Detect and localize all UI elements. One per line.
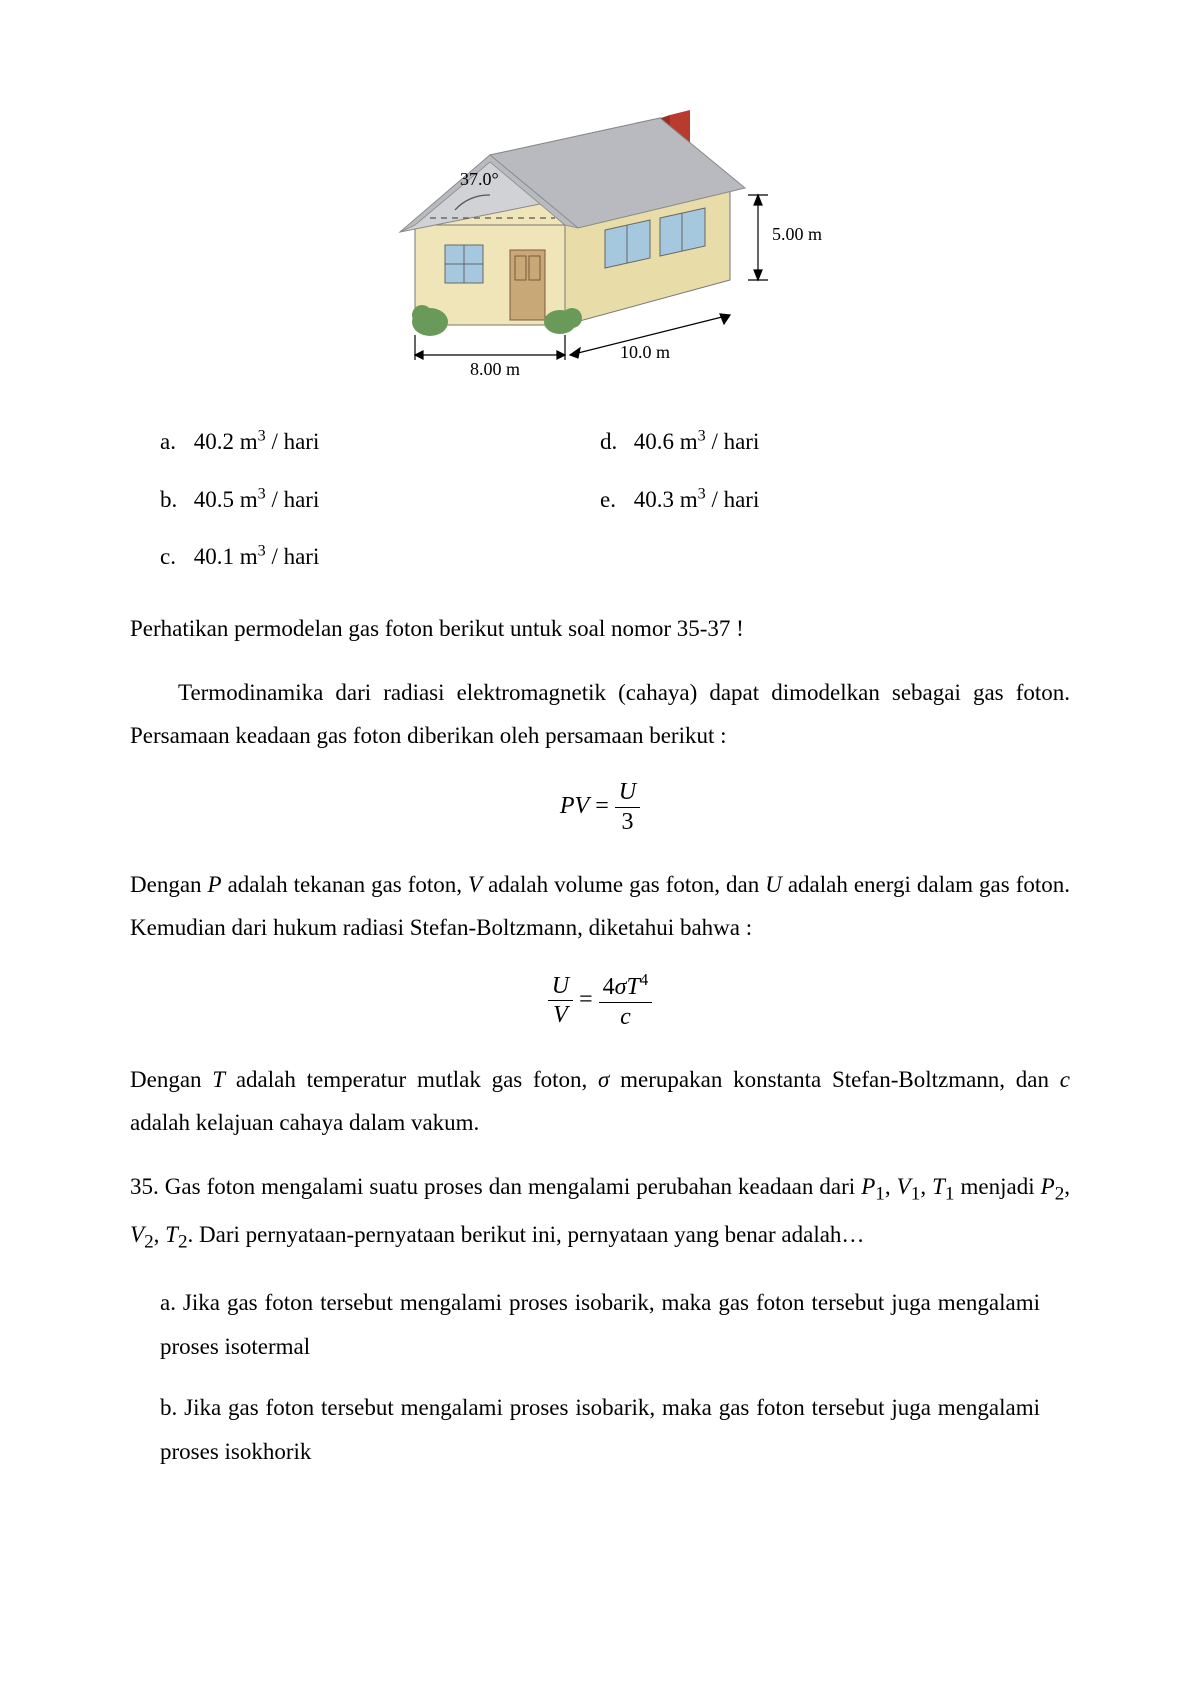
options-row-2: b. 40.5 m3 / hari e. 40.3 m3 / hari: [160, 478, 1040, 522]
option-c: c. 40.1 m3 / hari: [160, 535, 600, 579]
depth-label: 10.0 m: [620, 342, 670, 362]
options-row-1: a. 40.2 m3 / hari d. 40.6 m3 / hari: [160, 420, 1040, 464]
options-row-3: c. 40.1 m3 / hari: [160, 535, 1040, 579]
height-label: 5.00 m: [772, 224, 822, 244]
formula-1: PV = U3: [130, 778, 1070, 837]
q35-option-a: a. Jika gas foton tersebut mengalami pro…: [160, 1281, 1040, 1368]
width-label: 8.00 m: [470, 359, 520, 379]
q35-option-b: b. Jika gas foton tersebut mengalami pro…: [160, 1386, 1040, 1473]
paragraph-2: Dengan P adalah tekanan gas foton, V ada…: [130, 863, 1070, 950]
house-figure: 8.00 m 10.0 m 5.00 m: [130, 100, 1070, 380]
house-svg: 8.00 m 10.0 m 5.00 m: [360, 100, 840, 380]
angle-label: 37.0°: [460, 169, 499, 189]
option-a: a. 40.2 m3 / hari: [160, 420, 600, 464]
formula-2: UV = 4σT4c: [130, 970, 1070, 1032]
instruction-text: Perhatikan permodelan gas foton berikut …: [130, 607, 1070, 651]
question-35: 35. Gas foton mengalami suatu proses dan…: [130, 1165, 1070, 1261]
paragraph-3: Dengan T adalah temperatur mutlak gas fo…: [130, 1058, 1070, 1145]
option-e: e. 40.3 m3 / hari: [600, 478, 900, 522]
option-d: d. 40.6 m3 / hari: [600, 420, 900, 464]
paragraph-1: Termodinamika dari radiasi elektromagnet…: [130, 671, 1070, 758]
option-b: b. 40.5 m3 / hari: [160, 478, 600, 522]
document-page: 8.00 m 10.0 m 5.00 m: [0, 0, 1200, 1697]
